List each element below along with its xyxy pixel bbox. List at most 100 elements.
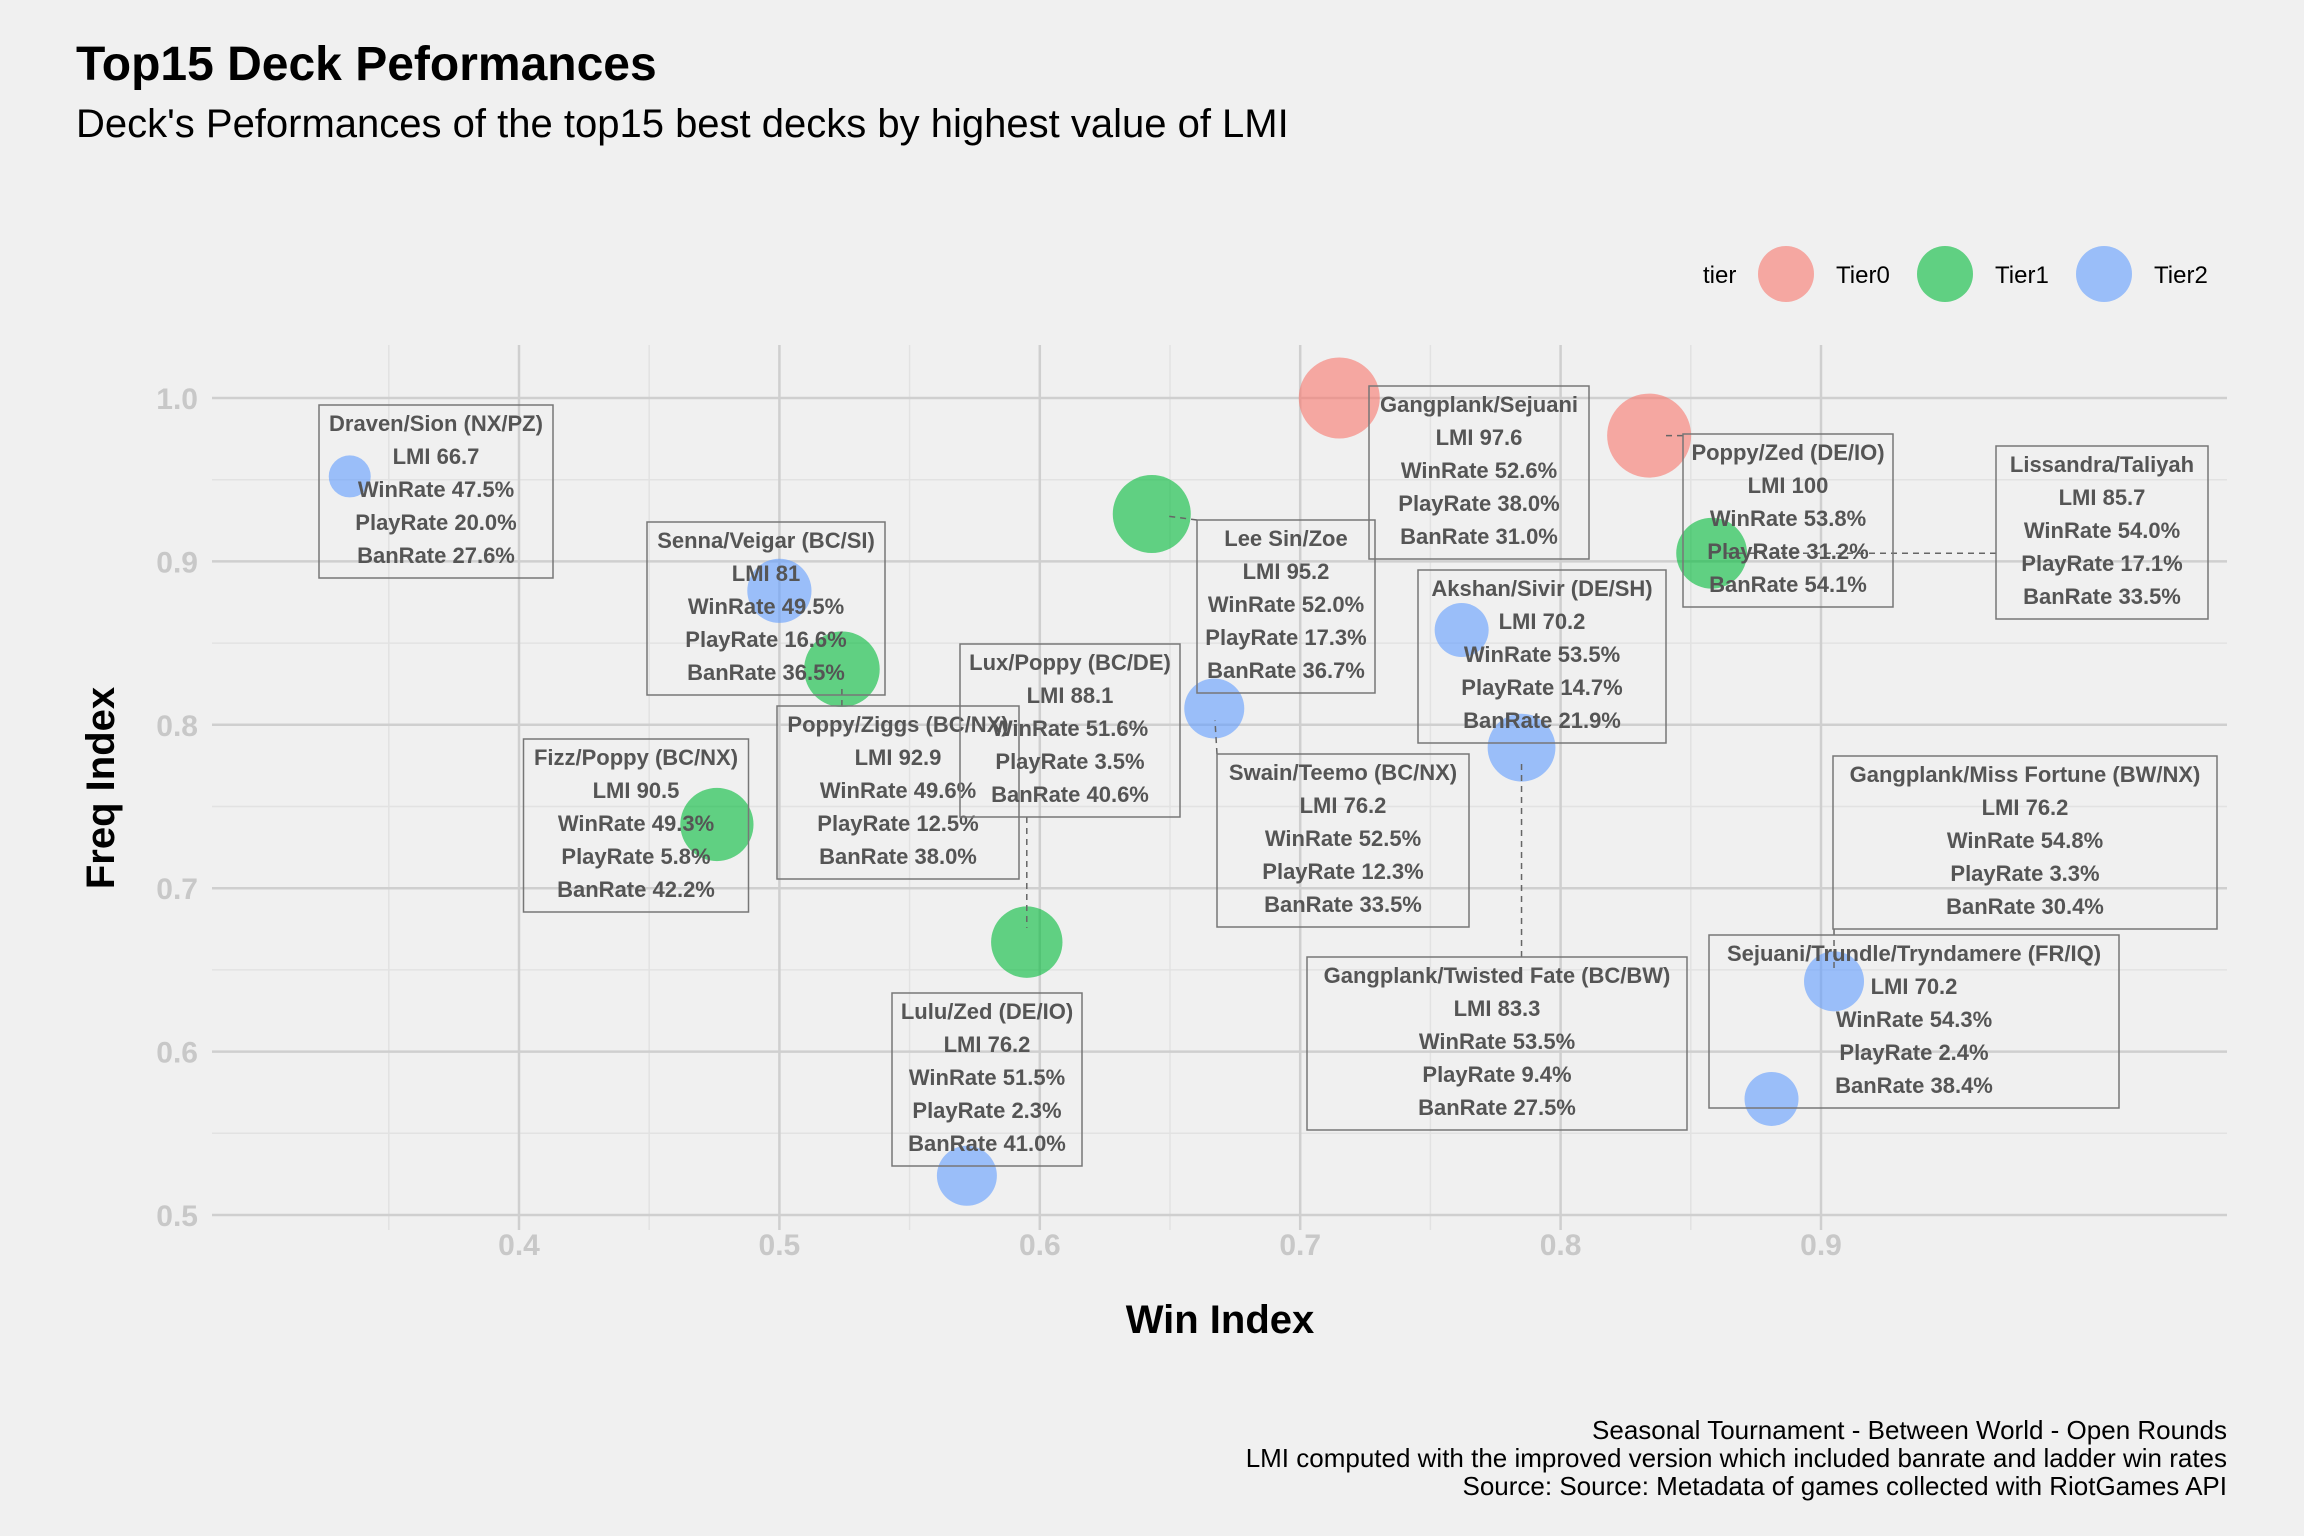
caption-line-1: Seasonal Tournament - Between World - Op… bbox=[1592, 1415, 2227, 1445]
point-9 bbox=[1184, 678, 1245, 739]
label-line-13-4: BanRate 38.4% bbox=[1835, 1073, 1993, 1098]
label-line-4-2: WinRate 49.6% bbox=[820, 778, 976, 803]
point-12 bbox=[1804, 951, 1865, 1012]
label-line-9-4: BanRate 33.5% bbox=[1264, 892, 1422, 917]
point-4 bbox=[804, 631, 880, 708]
label-leaders bbox=[841, 434, 1996, 970]
label-line-10-3: PlayRate 14.7% bbox=[1461, 675, 1622, 700]
label-line-10-4: BanRate 21.9% bbox=[1463, 708, 1621, 733]
legend-key-tier0 bbox=[1758, 246, 1814, 302]
label-box-12 bbox=[1832, 755, 2218, 930]
label-box-5 bbox=[522, 738, 750, 913]
label-line-7-2: WinRate 49.5% bbox=[688, 594, 844, 619]
x-tick-label-1: 0.5 bbox=[759, 1229, 801, 1262]
y-axis-ticks: 0.5 0.6 0.7 0.8 0.9 1.0 bbox=[156, 383, 198, 1233]
label-box-10 bbox=[1417, 569, 1667, 744]
point-5 bbox=[680, 787, 754, 862]
legend-label-tier2: Tier2 bbox=[2154, 262, 2208, 289]
label-line-6-4: BanRate 40.6% bbox=[991, 782, 1149, 807]
label-line-2-2: WinRate 52.0% bbox=[1208, 592, 1364, 617]
label-line-6-3: PlayRate 3.5% bbox=[995, 749, 1144, 774]
point-2 bbox=[1112, 475, 1191, 554]
label-line-13-2: WinRate 54.3% bbox=[1836, 1007, 1992, 1032]
label-line-8-4: BanRate 27.6% bbox=[357, 543, 515, 568]
label-line-13-0: Sejuani/Trundle/Tryndamere (FR/IQ) bbox=[1727, 941, 2101, 966]
point-13 bbox=[1744, 1071, 1799, 1126]
label-line-0-1: LMI 97.6 bbox=[1436, 425, 1523, 450]
caption-line-2: LMI computed with the improved version w… bbox=[1246, 1443, 2227, 1473]
caption: Seasonal Tournament - Between World - Op… bbox=[1246, 1415, 2227, 1501]
label-line-6-0: Lux/Poppy (BC/DE) bbox=[969, 650, 1171, 675]
y-tick-label-3: 0.8 bbox=[156, 710, 198, 743]
label-line-11-3: PlayRate 9.4% bbox=[1422, 1062, 1571, 1087]
label-line-12-3: PlayRate 3.3% bbox=[1950, 861, 2099, 886]
label-line-1-4: BanRate 54.1% bbox=[1709, 572, 1867, 597]
label-line-11-1: LMI 83.3 bbox=[1454, 996, 1541, 1021]
caption-line-3: Source: Source: Metadata of games collec… bbox=[1463, 1471, 2228, 1501]
label-box-4 bbox=[776, 705, 1020, 880]
point-8 bbox=[328, 455, 371, 498]
legend-label-tier1: Tier1 bbox=[1995, 262, 2049, 289]
label-line-7-0: Senna/Veigar (BC/SI) bbox=[657, 528, 875, 553]
label-line-7-1: LMI 81 bbox=[732, 561, 800, 586]
y-axis-title: Freq Index bbox=[79, 687, 123, 889]
label-line-3-1: LMI 85.7 bbox=[2059, 485, 2146, 510]
label-box-13 bbox=[1708, 934, 2120, 1109]
point-7 bbox=[747, 558, 812, 623]
legend-title: tier bbox=[1703, 262, 1736, 289]
point-6 bbox=[991, 906, 1063, 978]
point-labels: Gangplank/Sejuani LMI 97.6 WinRate 52.6% Pl… bbox=[318, 385, 2218, 1167]
legend-key-tier1 bbox=[1917, 246, 1973, 302]
label-box-11 bbox=[1306, 956, 1688, 1131]
legend-label-tier0: Tier0 bbox=[1836, 262, 1890, 289]
label-line-12-0: Gangplank/Miss Fortune (BW/NX) bbox=[1850, 762, 2201, 787]
label-line-1-0: Poppy/Zed (DE/IO) bbox=[1691, 440, 1884, 465]
x-tick-label-2: 0.6 bbox=[1019, 1229, 1061, 1262]
label-line-14-3: PlayRate 2.3% bbox=[912, 1098, 1061, 1123]
label-line-13-3: PlayRate 2.4% bbox=[1839, 1040, 1988, 1065]
label-line-9-1: LMI 76.2 bbox=[1300, 793, 1387, 818]
label-line-4-4: BanRate 38.0% bbox=[819, 844, 977, 869]
y-tick-label-0: 0.5 bbox=[156, 1200, 198, 1233]
label-line-5-0: Fizz/Poppy (BC/NX) bbox=[534, 745, 738, 770]
label-line-8-3: PlayRate 20.0% bbox=[355, 510, 516, 535]
label-line-14-2: WinRate 51.5% bbox=[909, 1065, 1065, 1090]
label-line-3-3: PlayRate 17.1% bbox=[2021, 551, 2182, 576]
point-1 bbox=[1607, 393, 1692, 478]
label-line-9-2: WinRate 52.5% bbox=[1265, 826, 1421, 851]
label-line-0-0: Gangplank/Sejuani bbox=[1380, 392, 1578, 417]
y-tick-label-5: 1.0 bbox=[156, 383, 198, 416]
label-line-3-0: Lissandra/Taliyah bbox=[2010, 452, 2194, 477]
label-line-9-3: PlayRate 12.3% bbox=[1262, 859, 1423, 884]
label-line-14-0: Lulu/Zed (DE/IO) bbox=[901, 999, 1073, 1024]
label-line-14-1: LMI 76.2 bbox=[944, 1032, 1031, 1057]
x-axis-ticks: 0.4 0.5 0.6 0.7 0.8 0.9 bbox=[498, 1229, 1842, 1262]
label-line-10-1: LMI 70.2 bbox=[1499, 609, 1586, 634]
x-tick-label-3: 0.7 bbox=[1279, 1229, 1321, 1262]
point-11 bbox=[1487, 713, 1556, 782]
y-tick-label-2: 0.7 bbox=[156, 873, 198, 906]
label-line-3-2: WinRate 54.0% bbox=[2024, 518, 2180, 543]
label-line-4-0: Poppy/Ziggs (BC/NX) bbox=[787, 712, 1008, 737]
label-box-2 bbox=[1196, 519, 1376, 694]
label-line-2-0: Lee Sin/Zoe bbox=[1224, 526, 1347, 551]
label-line-2-1: LMI 95.2 bbox=[1243, 559, 1330, 584]
grid bbox=[212, 345, 2227, 1230]
label-box-3 bbox=[1995, 445, 2209, 620]
label-line-12-2: WinRate 54.8% bbox=[1947, 828, 2103, 853]
label-line-8-1: LMI 66.7 bbox=[393, 444, 480, 469]
label-line-0-4: BanRate 31.0% bbox=[1400, 524, 1558, 549]
label-line-1-2: WinRate 53.8% bbox=[1710, 506, 1866, 531]
y-tick-label-4: 0.9 bbox=[156, 546, 198, 579]
x-tick-label-5: 0.9 bbox=[1800, 1229, 1842, 1262]
label-box-14 bbox=[891, 992, 1083, 1167]
label-line-5-4: BanRate 42.2% bbox=[557, 877, 715, 902]
label-line-5-3: PlayRate 5.8% bbox=[561, 844, 710, 869]
label-line-11-2: WinRate 53.5% bbox=[1419, 1029, 1575, 1054]
label-line-1-1: LMI 100 bbox=[1748, 473, 1829, 498]
label-line-0-3: PlayRate 38.0% bbox=[1398, 491, 1559, 516]
label-line-2-4: BanRate 36.7% bbox=[1207, 658, 1365, 683]
label-line-13-1: LMI 70.2 bbox=[1871, 974, 1958, 999]
chart-subtitle: Deck's Peformances of the top15 best dec… bbox=[76, 102, 1289, 146]
label-line-8-0: Draven/Sion (NX/PZ) bbox=[329, 411, 543, 436]
